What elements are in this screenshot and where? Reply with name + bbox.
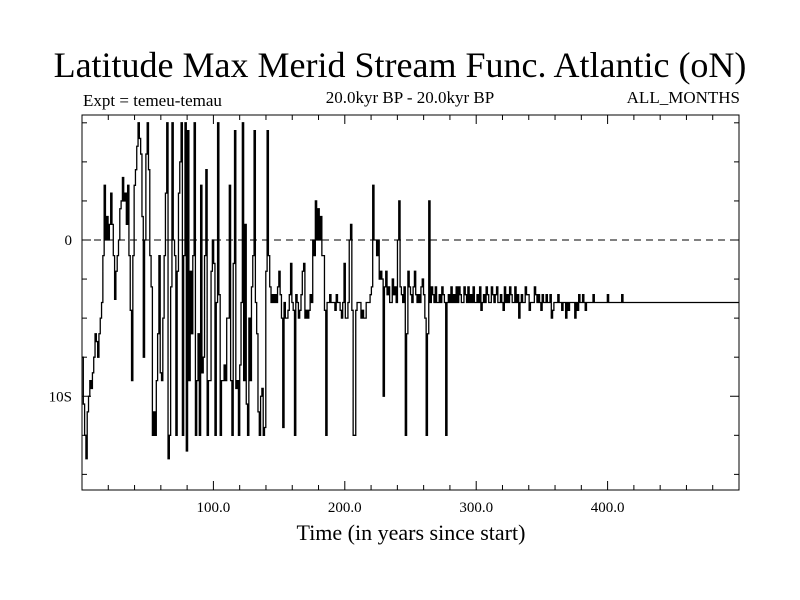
chart-title: Latitude Max Merid Stream Func. Atlantic… [53,45,747,85]
y-tick-label: 0 [65,233,73,249]
x-tick-label: 300.0 [459,500,493,516]
x-tick-label: 200.0 [328,500,362,516]
months-label: ALL_MONTHS [626,88,740,107]
x-tick-label: 400.0 [591,500,625,516]
x-axis-label: Time (in years since start) [296,520,526,545]
period-label: 20.0kyr BP - 20.0kyr BP [325,88,495,107]
y-tick-label: 10S [49,389,72,405]
x-tick-label: 100.0 [197,500,231,516]
experiment-label: Expt = temeu-temau [83,91,222,110]
series-line-latitude [82,122,739,460]
